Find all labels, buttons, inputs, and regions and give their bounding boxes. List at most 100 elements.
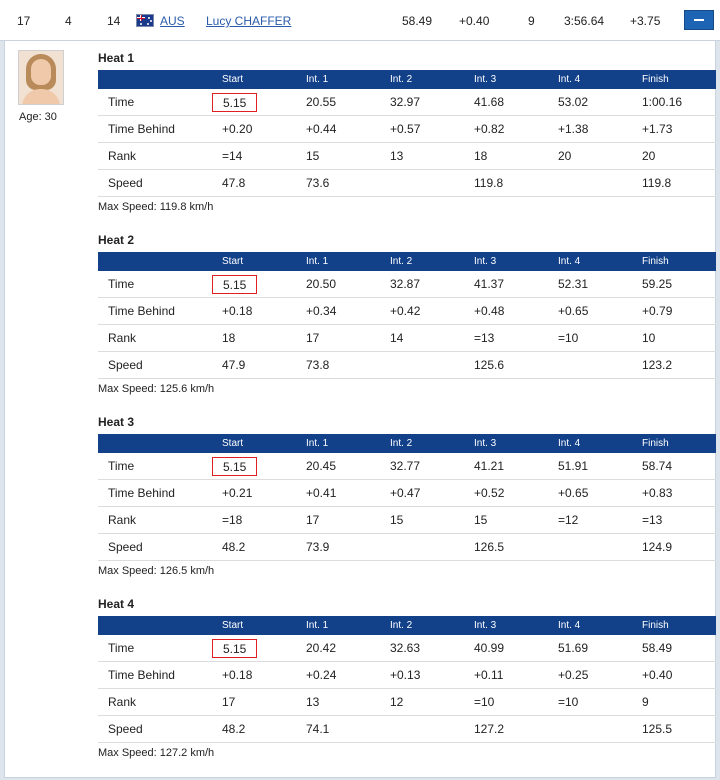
split-cell: 15 <box>464 506 548 534</box>
split-cell: 119.8 <box>464 169 548 197</box>
table-row: Speed 47.9 73.8 125.6 123.2 <box>98 351 716 379</box>
column-header: Int. 1 <box>296 70 380 89</box>
column-header: Finish <box>632 616 716 635</box>
split-cell: 123.2 <box>632 351 716 379</box>
split-cell <box>380 715 464 743</box>
split-cell: 127.2 <box>464 715 548 743</box>
athlete-detail-panel: Age: 30 Heat 1 Start Int. 1 Int. 2 Int. 3 Int… <box>4 40 716 778</box>
heat-splits-table: Start Int. 1 Int. 2 Int. 3 Int. 4 Finish Time 5… <box>98 252 716 379</box>
table-row: Time 5.15 20.42 32.63 40.99 51.69 58.49 <box>98 635 716 662</box>
split-cell: 5.15 <box>212 453 296 480</box>
row-label: Rank <box>98 142 212 170</box>
split-cell: 17 <box>212 688 296 716</box>
table-row: Time 5.15 20.45 32.77 41.21 51.91 58.74 <box>98 453 716 480</box>
split-cell: 119.8 <box>632 169 716 197</box>
nation-link[interactable]: AUS <box>160 14 185 28</box>
split-cell: 48.2 <box>212 715 296 743</box>
row-label: Time <box>98 453 212 480</box>
split-cell: =10 <box>464 688 548 716</box>
split-cell: 1:00.16 <box>632 89 716 116</box>
split-cell: 52.31 <box>548 271 632 298</box>
row-label: Time Behind <box>98 661 212 689</box>
table-header-row: Start Int. 1 Int. 2 Int. 3 Int. 4 Finish <box>98 252 716 271</box>
split-cell: 51.91 <box>548 453 632 480</box>
split-cell: +0.47 <box>380 479 464 507</box>
highlighted-start-time: 5.15 <box>212 638 258 658</box>
column-header: Start <box>212 70 296 89</box>
split-cell: 125.5 <box>632 715 716 743</box>
split-cell: =14 <box>212 142 296 170</box>
max-speed-label: Max Speed: 125.6 km/h <box>98 383 215 395</box>
split-cell: =10 <box>548 324 632 352</box>
table-row: Time Behind +0.21 +0.41 +0.47 +0.52 +0.65 +0.8… <box>98 479 716 507</box>
athlete-result-row[interactable]: 17 4 14 AUS Lucy CHAFFER 58.49 +0.40 9 3… <box>0 0 720 41</box>
column-header: Finish <box>632 252 716 271</box>
heat-splits-table: Start Int. 1 Int. 2 Int. 3 Int. 4 Finish Time 5… <box>98 70 716 197</box>
split-cell: 20 <box>632 142 716 170</box>
heat-title: Heat 1 <box>98 51 135 65</box>
total-time-cell: 3:56.64 <box>564 14 605 28</box>
column-header: Start <box>212 434 296 453</box>
table-row: Rank 18 17 14 =13 =10 10 <box>98 324 716 352</box>
rank-cell: 17 <box>17 14 31 28</box>
split-cell: 20.55 <box>296 89 380 116</box>
table-header-row: Start Int. 1 Int. 2 Int. 3 Int. 4 Finish <box>98 616 716 635</box>
split-cell: +0.41 <box>296 479 380 507</box>
split-cell: 73.9 <box>296 533 380 561</box>
split-cell: 40.99 <box>464 635 548 662</box>
split-cell: +0.40 <box>632 661 716 689</box>
split-cell: 5.15 <box>212 271 296 298</box>
split-cell: 124.9 <box>632 533 716 561</box>
split-cell: 41.37 <box>464 271 548 298</box>
row-label: Rank <box>98 324 212 352</box>
row-label: Speed <box>98 169 212 197</box>
heat-title: Heat 3 <box>98 415 135 429</box>
split-cell: 32.97 <box>380 89 464 116</box>
table-row: Speed 48.2 73.9 126.5 124.9 <box>98 533 716 561</box>
column-header: Int. 2 <box>380 70 464 89</box>
row-label: Time <box>98 89 212 116</box>
column-header: Finish <box>632 434 716 453</box>
highlighted-start-time: 5.15 <box>212 456 258 476</box>
column-header: Int. 3 <box>464 434 548 453</box>
table-row: Rank =18 17 15 15 =12 =13 <box>98 506 716 534</box>
highlighted-start-time: 5.15 <box>212 92 258 112</box>
split-cell: 59.25 <box>632 271 716 298</box>
split-cell: 47.9 <box>212 351 296 379</box>
split-cell: +0.18 <box>212 297 296 325</box>
split-cell: 10 <box>632 324 716 352</box>
column-header: Int. 4 <box>548 252 632 271</box>
split-cell <box>548 351 632 379</box>
split-cell: 58.74 <box>632 453 716 480</box>
split-cell: 125.6 <box>464 351 548 379</box>
split-cell: +0.44 <box>296 115 380 143</box>
split-cell: 32.63 <box>380 635 464 662</box>
collapse-button[interactable] <box>684 10 714 30</box>
column-header: Int. 4 <box>548 70 632 89</box>
split-cell: 73.6 <box>296 169 380 197</box>
heat-title: Heat 2 <box>98 233 135 247</box>
column-header: Int. 4 <box>548 434 632 453</box>
split-cell: 51.69 <box>548 635 632 662</box>
split-cell: 41.68 <box>464 89 548 116</box>
column-header: Int. 1 <box>296 252 380 271</box>
total-behind-cell: +3.75 <box>630 14 661 28</box>
column-header <box>98 616 212 635</box>
row-label: Time Behind <box>98 297 212 325</box>
split-cell: +0.82 <box>464 115 548 143</box>
split-cell: 32.77 <box>380 453 464 480</box>
heat-title: Heat 4 <box>98 597 135 611</box>
split-cell: +0.25 <box>548 661 632 689</box>
athlete-name-link[interactable]: Lucy CHAFFER <box>206 14 292 28</box>
split-cell: +0.20 <box>212 115 296 143</box>
split-cell: 126.5 <box>464 533 548 561</box>
australia-flag-icon <box>136 14 154 27</box>
table-row: Rank 17 13 12 =10 =10 9 <box>98 688 716 716</box>
split-cell: =13 <box>464 324 548 352</box>
split-cell: +0.13 <box>380 661 464 689</box>
heat-splits-table: Start Int. 1 Int. 2 Int. 3 Int. 4 Finish Time 5… <box>98 616 716 743</box>
split-cell: 15 <box>380 506 464 534</box>
split-cell: 9 <box>632 688 716 716</box>
split-cell: 15 <box>296 142 380 170</box>
column-header: Int. 4 <box>548 616 632 635</box>
